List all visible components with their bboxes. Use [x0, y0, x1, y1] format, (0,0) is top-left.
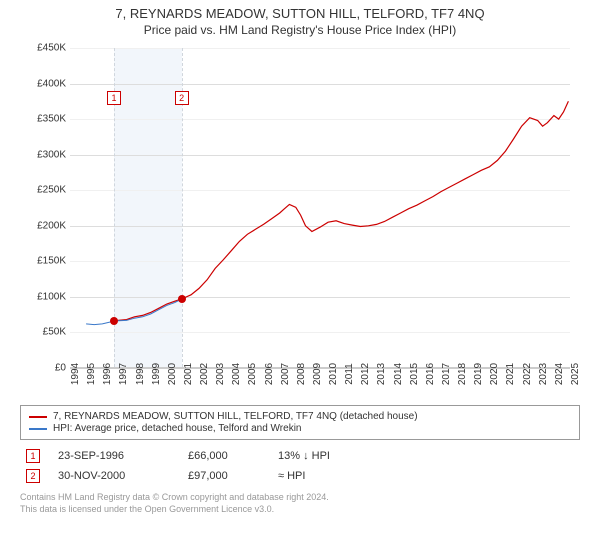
legend-swatch — [29, 416, 47, 418]
x-axis-label: 2001 — [183, 363, 194, 385]
y-axis-label: £200K — [20, 220, 66, 231]
x-axis-label: 2017 — [441, 363, 452, 385]
x-axis-label: 2008 — [296, 363, 307, 385]
x-axis-label: 2022 — [522, 363, 533, 385]
tx-delta: ≈ HPI — [278, 470, 368, 482]
x-axis-label: 2002 — [199, 363, 210, 385]
series-svg — [70, 48, 570, 368]
x-axis-label: 2016 — [425, 363, 436, 385]
legend-label: 7, REYNARDS MEADOW, SUTTON HILL, TELFORD… — [53, 411, 418, 422]
y-axis-label: £350K — [20, 114, 66, 125]
tx-marker-box: 1 — [26, 449, 40, 463]
tx-date: 30-NOV-2000 — [58, 470, 188, 482]
title-block: 7, REYNARDS MEADOW, SUTTON HILL, TELFORD… — [0, 0, 600, 39]
series-address — [114, 101, 568, 321]
x-axis-label: 2018 — [457, 363, 468, 385]
x-axis-label: 2004 — [231, 363, 242, 385]
chart: 12 £0£50K£100K£150K£200K£250K£300K£350K£… — [20, 43, 580, 403]
x-axis-label: 2006 — [264, 363, 275, 385]
y-axis-label: £50K — [20, 327, 66, 338]
transaction-table: 1 23-SEP-1996 £66,000 13% ↓ HPI 2 30-NOV… — [20, 446, 580, 486]
tx-marker-dot — [110, 317, 118, 325]
address-title: 7, REYNARDS MEADOW, SUTTON HILL, TELFORD… — [0, 6, 600, 21]
x-axis-label: 2020 — [489, 363, 500, 385]
y-axis-label: £400K — [20, 78, 66, 89]
legend-label: HPI: Average price, detached house, Telf… — [53, 423, 302, 434]
y-axis-label: £450K — [20, 43, 66, 54]
legend-swatch — [29, 428, 47, 430]
tx-price: £66,000 — [188, 450, 278, 462]
x-axis-label: 2023 — [538, 363, 549, 385]
x-axis-label: 2014 — [393, 363, 404, 385]
tx-marker-dot — [178, 295, 186, 303]
tx-marker-box: 2 — [175, 91, 189, 105]
footer-line: Contains HM Land Registry data © Crown c… — [20, 492, 580, 504]
x-axis-label: 2009 — [312, 363, 323, 385]
legend: 7, REYNARDS MEADOW, SUTTON HILL, TELFORD… — [20, 405, 580, 440]
x-axis-label: 2019 — [473, 363, 484, 385]
legend-item: 7, REYNARDS MEADOW, SUTTON HILL, TELFORD… — [29, 411, 571, 422]
y-axis-label: £300K — [20, 149, 66, 160]
x-axis-label: 2011 — [344, 363, 355, 385]
tx-marker-box: 2 — [26, 469, 40, 483]
x-axis-label: 1994 — [70, 363, 81, 385]
y-axis-label: £0 — [20, 363, 66, 374]
y-axis-label: £150K — [20, 256, 66, 267]
transaction-row: 1 23-SEP-1996 £66,000 13% ↓ HPI — [20, 446, 580, 466]
transaction-row: 2 30-NOV-2000 £97,000 ≈ HPI — [20, 466, 580, 486]
x-axis-label: 2021 — [505, 363, 516, 385]
subtitle: Price paid vs. HM Land Registry's House … — [0, 23, 600, 37]
x-axis-label: 1995 — [86, 363, 97, 385]
x-axis-label: 2010 — [328, 363, 339, 385]
x-axis-label: 2024 — [554, 363, 565, 385]
tx-date: 23-SEP-1996 — [58, 450, 188, 462]
x-axis-label: 2000 — [167, 363, 178, 385]
x-axis-label: 2025 — [570, 363, 581, 385]
series-hpi — [86, 299, 182, 325]
x-axis-label: 1997 — [118, 363, 129, 385]
plot-area: 12 — [70, 48, 570, 368]
x-axis-label: 2012 — [360, 363, 371, 385]
tx-marker-box: 1 — [107, 91, 121, 105]
footer-line: This data is licensed under the Open Gov… — [20, 504, 580, 516]
y-axis-label: £100K — [20, 291, 66, 302]
footer: Contains HM Land Registry data © Crown c… — [20, 492, 580, 515]
tx-delta: 13% ↓ HPI — [278, 450, 368, 462]
x-axis-label: 1999 — [151, 363, 162, 385]
y-axis-label: £250K — [20, 185, 66, 196]
x-axis-label: 2013 — [376, 363, 387, 385]
x-axis-label: 2015 — [409, 363, 420, 385]
x-axis-label: 1998 — [135, 363, 146, 385]
x-axis-label: 2007 — [280, 363, 291, 385]
x-axis-label: 2003 — [215, 363, 226, 385]
legend-item: HPI: Average price, detached house, Telf… — [29, 423, 571, 434]
tx-price: £97,000 — [188, 470, 278, 482]
x-axis-label: 2005 — [247, 363, 258, 385]
x-axis-label: 1996 — [102, 363, 113, 385]
